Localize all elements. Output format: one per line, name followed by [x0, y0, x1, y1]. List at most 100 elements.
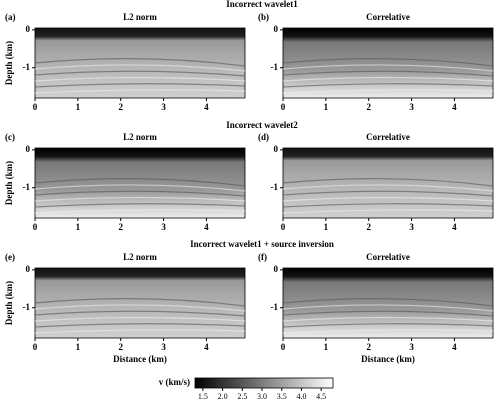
- panel-title: L2 norm: [123, 132, 157, 142]
- x-tick-label: 2: [366, 222, 371, 232]
- seismic-image: [34, 267, 246, 339]
- reflector: [282, 190, 494, 197]
- x-tick-label: 4: [204, 342, 209, 352]
- panel-label: (b): [258, 12, 269, 22]
- reflector: [282, 83, 494, 88]
- reflector: [282, 323, 494, 328]
- reflector: [34, 323, 246, 328]
- x-tick-label: 0: [33, 342, 38, 352]
- panel-label: (e): [5, 252, 15, 262]
- x-tick-label: 1: [76, 222, 81, 232]
- reflector: [282, 310, 494, 317]
- reflector: [282, 64, 494, 72]
- colorbar-tick-label: 1.5: [198, 392, 208, 401]
- x-tick-label: 2: [118, 102, 123, 112]
- reflector: [34, 316, 246, 322]
- reflector: [282, 203, 494, 208]
- reflector: [282, 304, 494, 312]
- seismic-image: [282, 147, 494, 219]
- x-tick-label: 2: [366, 342, 371, 352]
- seismic-image: [282, 27, 494, 99]
- y-tick-label: 0: [26, 24, 31, 34]
- x-tick-label: 0: [281, 342, 286, 352]
- reflector: [282, 58, 494, 67]
- y-tick-label: 0: [26, 264, 31, 274]
- x-tick-label: 2: [118, 222, 123, 232]
- y-tick-label: 0: [26, 144, 31, 154]
- x-tick-label: 1: [324, 102, 329, 112]
- x-axis-label: Distance (km): [361, 354, 415, 364]
- x-tick-label: 3: [409, 222, 414, 232]
- reflector: [34, 196, 246, 202]
- colorbar-tick-label: 2.0: [218, 392, 228, 401]
- y-tick-label: -1: [23, 62, 31, 72]
- reflector: [34, 310, 246, 317]
- y-axis-label: Depth (km): [4, 161, 14, 205]
- x-axis-label: Distance (km): [113, 354, 167, 364]
- reflector: [282, 209, 494, 214]
- colorbar-tick-label: 2.5: [237, 392, 247, 401]
- colorbar-label: v (km/s): [159, 377, 190, 387]
- x-tick-label: 0: [281, 102, 286, 112]
- x-tick-label: 3: [409, 342, 414, 352]
- y-axis-label: Depth (km): [4, 281, 14, 325]
- x-tick-label: 0: [281, 222, 286, 232]
- x-tick-label: 1: [76, 102, 81, 112]
- row-title: Incorrect wavelet2: [226, 120, 298, 130]
- row-title: Incorrect wavelet1 + source inversion: [190, 239, 334, 249]
- x-tick-label: 4: [452, 102, 457, 112]
- y-tick-label: -1: [271, 182, 279, 192]
- colorbar-tick-label: 4.5: [316, 392, 326, 401]
- seismic-image: [34, 27, 246, 99]
- y-tick-label: -1: [23, 302, 31, 312]
- reflector: [282, 184, 494, 192]
- x-tick-label: 2: [366, 102, 371, 112]
- x-tick-label: 3: [409, 102, 414, 112]
- reflector: [34, 329, 246, 334]
- panel-label: (c): [5, 132, 15, 142]
- reflector: [34, 304, 246, 312]
- y-tick-label: -1: [271, 302, 279, 312]
- reflector: [282, 89, 494, 94]
- panel-title: L2 norm: [123, 12, 157, 22]
- reflector: [34, 83, 246, 88]
- reflector: [282, 298, 494, 307]
- reflector: [34, 190, 246, 197]
- y-tick-label: -1: [23, 182, 31, 192]
- panel-label: (f): [258, 252, 267, 262]
- colorbar-tick-label: 4.0: [296, 392, 306, 401]
- reflector: [34, 203, 246, 208]
- x-tick-label: 1: [324, 222, 329, 232]
- x-tick-label: 1: [324, 342, 329, 352]
- x-tick-label: 0: [33, 222, 38, 232]
- row-title: Incorrect wavelet1: [226, 0, 298, 9]
- x-tick-label: 4: [204, 222, 209, 232]
- panel-label: (a): [5, 12, 16, 22]
- reflector: [34, 76, 246, 82]
- colorbar-tick-label: 3.5: [277, 392, 287, 401]
- reflector: [282, 76, 494, 82]
- colorbar: [194, 377, 334, 389]
- x-tick-label: 2: [118, 342, 123, 352]
- reflector: [34, 184, 246, 192]
- reflector: [282, 178, 494, 187]
- reflector: [34, 178, 246, 187]
- y-tick-label: 0: [274, 24, 279, 34]
- panel-title: Correlative: [366, 132, 410, 142]
- x-tick-label: 1: [76, 342, 81, 352]
- reflector: [34, 298, 246, 307]
- panel-title: Correlative: [366, 12, 410, 22]
- seismic-image: [282, 267, 494, 339]
- reflector: [282, 329, 494, 334]
- y-tick-label: -1: [271, 62, 279, 72]
- y-axis-label: Depth (km): [4, 41, 14, 85]
- reflector: [282, 196, 494, 202]
- panel-title: L2 norm: [123, 252, 157, 262]
- reflector: [34, 209, 246, 214]
- x-tick-label: 0: [33, 102, 38, 112]
- panel-label: (d): [258, 132, 269, 142]
- reflector: [282, 316, 494, 322]
- colorbar-tick-label: 3.0: [257, 392, 267, 401]
- x-tick-label: 4: [452, 342, 457, 352]
